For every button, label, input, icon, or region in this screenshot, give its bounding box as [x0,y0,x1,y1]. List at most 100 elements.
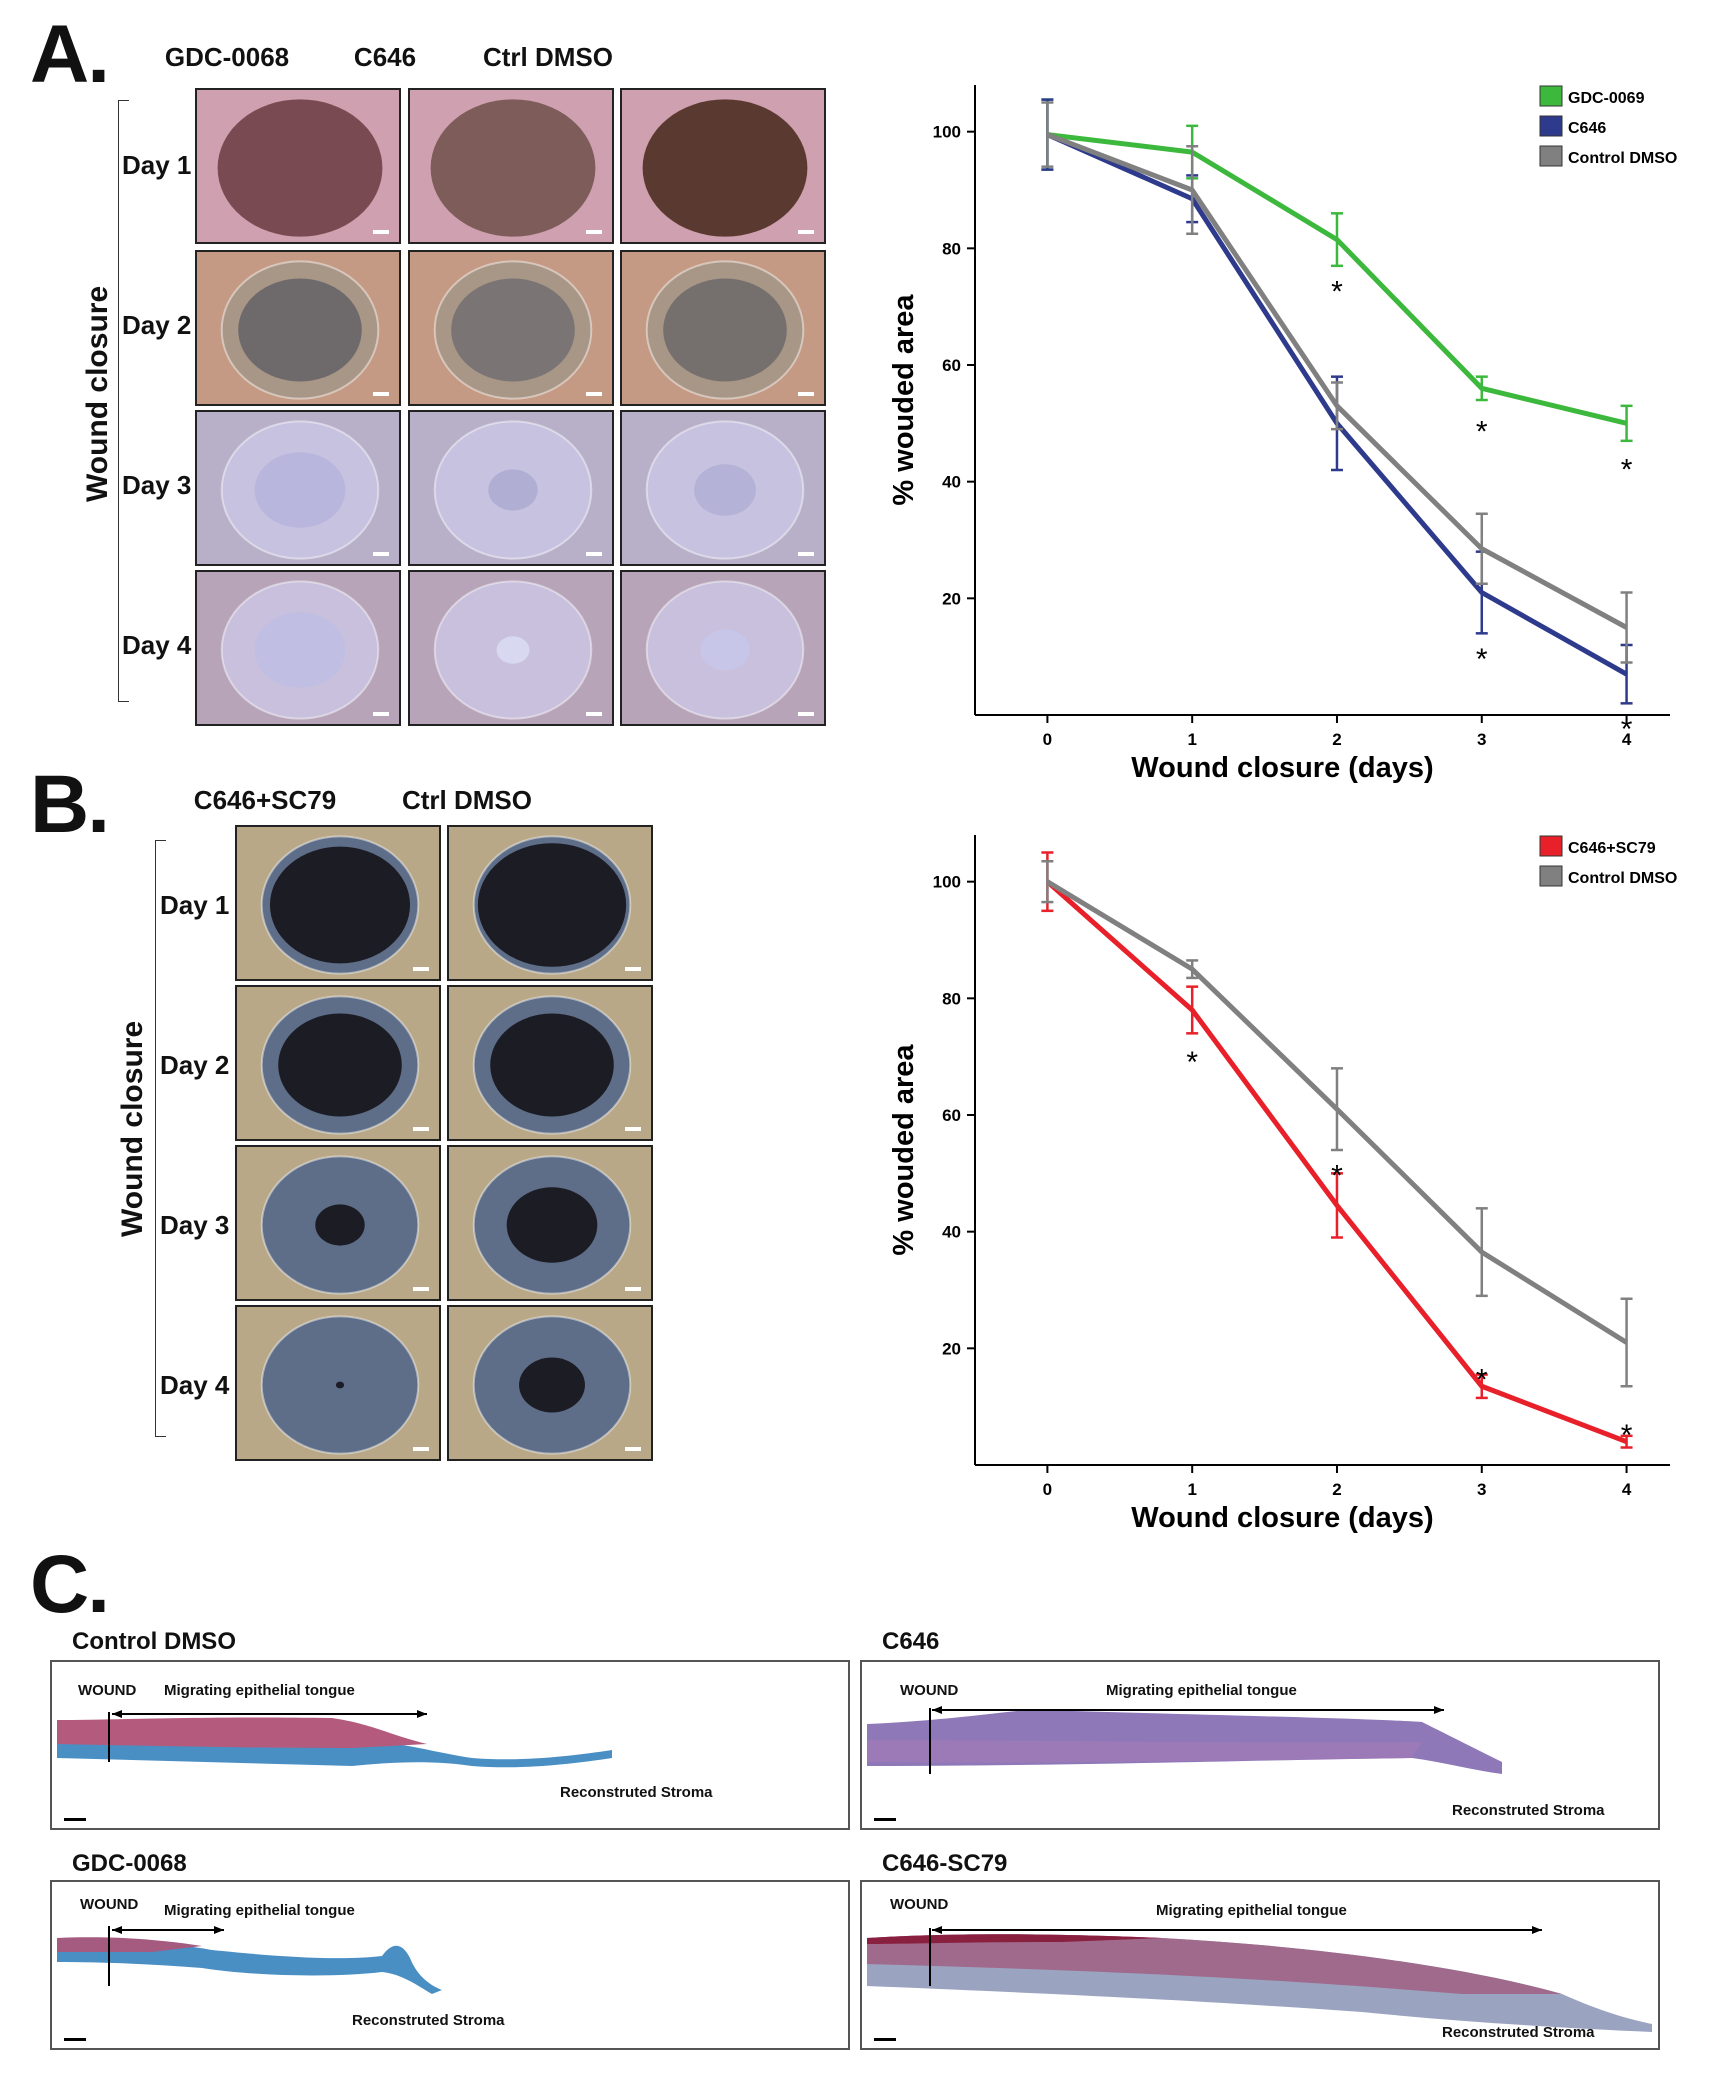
chart-a-legend-swatch-2 [1539,145,1563,167]
chart-a-svg: 20 40 60 80 100 0 1 2 3 4 Wound closure (days) % wo… [888,85,1677,784]
chart-b-x-tick-label: 0 [1043,1480,1052,1499]
chart-a-x-tick-label: 0 [1043,730,1052,749]
chart-a-significance-star-2: * [1621,453,1633,486]
panel-b-row-1: Day 1 [160,890,230,920]
chart-b-x-tick-label: 2 [1332,1480,1341,1499]
histo-wound-1: WOUND [78,1682,137,1699]
scale-bar [413,1127,429,1131]
panel-b-tile-r1-c2 [447,825,653,981]
chart-b-y-tick-label: 20 [942,1339,961,1358]
panel-b-tile-r1-c1 [235,825,441,981]
scale-bar [625,967,641,971]
histo-tongue-1: Migrating epithelial tongue [164,1682,355,1699]
chart-a-x-tick-label: 1 [1187,730,1196,749]
panel-a-tile-r2-c2 [408,250,614,406]
histo-box-3: WOUND Migrating epithelial tongue Recons… [50,1880,850,2050]
panel-a-tile-r4-c1 [195,570,401,726]
chart-b-legend-swatch-0 [1539,835,1563,857]
chart-a-y-tick-label: 20 [942,589,961,608]
histo-tissue-4 [867,1926,1652,2041]
chart-a-series-line-2 [1046,132,1628,630]
chart-b-x-tick-label: 1 [1187,1480,1196,1499]
chart-b-legend-label-1: Control DMSO [1568,870,1677,887]
panel-b-side-label: Wound closure [116,1020,149,1237]
scale-bar [373,712,389,716]
histo-box-1: WOUND Migrating epithelial tongue Recons… [50,1660,850,1830]
chart-b-x-tick-label: 4 [1622,1480,1632,1499]
scale-bar [413,1287,429,1291]
histo-tongue-3: Migrating epithelial tongue [164,1902,355,1919]
chart-a-legend-label-2: Control DMSO [1568,150,1677,167]
scale-bar [413,967,429,971]
chart-b-series-line-0 [1045,879,1628,1445]
scale-bar [625,1127,641,1131]
panel-a-tile-r3-c3 [620,410,826,566]
scale-bar [586,392,602,396]
chart-a-significance-star-0: * [1331,275,1343,308]
panel-b-col-2: Ctrl DMSO [402,785,532,815]
scale-bar [798,552,814,556]
chart-b-significance-star-0: * [1186,1046,1198,1079]
panel-a-tile-r1-c3 [620,88,826,244]
panel-a-tile-r1-c2 [408,88,614,244]
chart-b-series-line-1 [1046,879,1628,1345]
chart-b-significance-star-2: * [1476,1364,1488,1397]
scale-bar [625,1447,641,1451]
chart-a-x-label: Wound closure (days) [1131,752,1433,784]
panel-b-row-3: Day 3 [160,1210,230,1240]
scale-bar [413,1447,429,1451]
panel-a-tile-r2-c3 [620,250,826,406]
chart-a-y-tick-label: 60 [942,356,961,375]
scale-bar [586,230,602,234]
panel-a-row-3: Day 3 [122,470,192,500]
chart-a-significance-star-4: * [1621,713,1633,746]
histo-tissue-1 [57,1710,612,1821]
chart-a-legend-swatch-1 [1539,115,1563,137]
chart-b-significance-star-1: * [1331,1160,1343,1193]
scale-bar [625,1287,641,1291]
panel-b-tile-r3-c1 [235,1145,441,1301]
scale-bar [798,392,814,396]
chart-a-legend-swatch-0 [1539,85,1563,107]
histo-stroma-4: Reconstruted Stroma [1442,2024,1595,2041]
histo-title-1: Control DMSO [72,1628,236,1655]
panel-a-tile-r1-c1 [195,88,401,244]
panel-a-col-3: Ctrl DMSO [483,42,613,72]
chart-b-x-tick-label: 3 [1477,1480,1486,1499]
panel-b-tile-r2-c1 [235,985,441,1141]
panel-a-side-label: Wound closure [81,285,114,502]
panel-b-bracket [155,840,166,1437]
chart-b-svg: 20 40 60 80 100 0 1 2 3 4 Wound closure (days) % wo… [888,835,1677,1534]
histo-box-2: WOUND Migrating epithelial tongue Recons… [860,1660,1660,1830]
chart-b-y-tick-label: 80 [942,989,961,1008]
histo-tongue-4: Migrating epithelial tongue [1156,1902,1347,1919]
histo-wound-2: WOUND [900,1682,959,1699]
panel-a-row-1: Day 1 [122,150,192,180]
panel-b-tile-r4-c2 [447,1305,653,1461]
panel-a-letter: A. [30,9,110,100]
chart-b-y-tick-label: 100 [933,873,961,892]
chart-a-legend-label-0: GDC-0069 [1568,90,1645,107]
chart-a-significance-star-3: * [1476,643,1488,676]
panel-a-tile-r2-c1 [195,250,401,406]
histo-title-4: C646-SC79 [882,1850,1008,1877]
chart-a-x-tick-label: 3 [1477,730,1486,749]
histo-wound-4: WOUND [890,1896,949,1913]
panel-b-tile-r2-c2 [447,985,653,1141]
panel-a-tile-r4-c2 [408,570,614,726]
panel-a-tile-r4-c3 [620,570,826,726]
panel-a-tile-r3-c1 [195,410,401,566]
panel-a-col-1: GDC-0068 [164,42,290,72]
histo-title-3: GDC-0068 [72,1850,187,1877]
panel-a-col-2: C646 [353,42,417,72]
panel-b-row-2: Day 2 [160,1050,230,1080]
histo-stroma-3: Reconstruted Stroma [352,2012,505,2029]
panel-b-tile-r3-c2 [447,1145,653,1301]
panel-b-row-4: Day 4 [160,1370,230,1400]
histo-tissue-3 [57,1926,442,2041]
chart-a-y-label: % wouded area [888,294,920,506]
histo-wound-3: WOUND [80,1896,139,1913]
chart-a-y-tick-label: 40 [942,473,961,492]
panel-a-bracket [118,100,129,702]
panel-a-row-4: Day 4 [122,630,192,660]
